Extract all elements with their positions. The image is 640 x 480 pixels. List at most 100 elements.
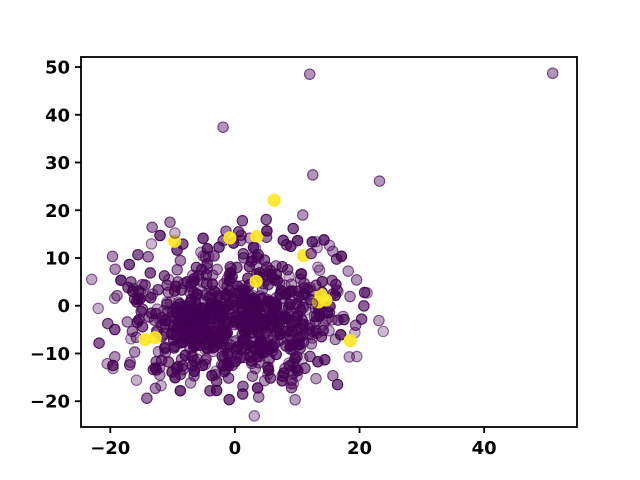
- scatter-point: [330, 278, 342, 291]
- scatter-point: [245, 255, 258, 268]
- scatter-point: [167, 234, 182, 248]
- scatter-point: [146, 221, 158, 233]
- scatter-point: [145, 238, 158, 250]
- scatter-point: [281, 287, 293, 300]
- y-tick-label: 30: [45, 153, 70, 174]
- scatter-point: [130, 374, 143, 386]
- scatter-point: [373, 175, 386, 187]
- scatter-point: [142, 251, 154, 263]
- scatter-point: [307, 169, 319, 181]
- scatter-point: [267, 193, 281, 207]
- scatter-point: [239, 299, 252, 312]
- scatter-point: [306, 297, 319, 310]
- scatter-point: [291, 310, 304, 322]
- scatter-point: [151, 303, 163, 315]
- x-axis: −20 0 20 40: [90, 427, 497, 459]
- scatter-point: [219, 305, 231, 317]
- y-tick-label: 20: [45, 201, 70, 222]
- scatter-point: [231, 287, 243, 300]
- scatter-point: [123, 258, 136, 271]
- scatter-point: [174, 384, 187, 397]
- scatter-point: [266, 345, 278, 358]
- scatter-point: [188, 365, 201, 378]
- x-tick-label: 20: [347, 438, 372, 459]
- scatter-point: [334, 329, 347, 341]
- y-tick-label: 50: [45, 58, 70, 79]
- scatter-point: [546, 67, 559, 79]
- scatter-point: [292, 338, 304, 351]
- scatter-point: [323, 324, 335, 337]
- scatter-point: [169, 227, 181, 239]
- scatter-point: [291, 234, 304, 247]
- scatter-point: [310, 372, 322, 385]
- series-main-cluster-overlay: [92, 222, 368, 404]
- scatter-point: [216, 338, 228, 350]
- scatter-point: [188, 339, 200, 352]
- scatter-point: [310, 235, 322, 248]
- scatter-point: [134, 293, 146, 305]
- scatter-point: [123, 359, 136, 371]
- scatter-point: [250, 229, 264, 244]
- scatter-point: [377, 325, 390, 338]
- series-highlight-points: [138, 193, 357, 348]
- scatter-point: [154, 229, 166, 242]
- scatter-point: [344, 290, 356, 303]
- scatter-point: [327, 245, 339, 258]
- scatter-point: [161, 279, 173, 291]
- scatter-point: [223, 275, 236, 287]
- scatter-point: [204, 318, 216, 330]
- scatter-point: [323, 239, 336, 252]
- scatter-point: [159, 314, 172, 327]
- scatter-point: [166, 366, 178, 378]
- scatter-point: [312, 261, 324, 273]
- scatter-point: [176, 360, 189, 372]
- scatter-point: [170, 301, 182, 314]
- scatter-point: [327, 369, 339, 382]
- scatter-point: [162, 356, 175, 368]
- x-tick-label: 0: [229, 438, 242, 459]
- scatter-point: [85, 273, 98, 286]
- scatter-point: [351, 350, 363, 363]
- scatter-point: [194, 315, 206, 327]
- scatter-point: [246, 370, 259, 382]
- scatter-point: [155, 379, 167, 392]
- scatter-point: [200, 302, 212, 314]
- scatter-point: [255, 292, 268, 305]
- scatter-point: [260, 213, 272, 226]
- scatter-point: [297, 209, 309, 221]
- series-detached-outliers: [217, 67, 559, 221]
- scatter-point: [237, 380, 249, 393]
- scatter-point: [121, 316, 134, 328]
- scatter-point: [211, 263, 223, 276]
- scatter-point: [246, 327, 258, 339]
- scatter-point: [136, 278, 149, 291]
- scatter-point: [248, 410, 261, 422]
- scatter-point: [236, 215, 249, 227]
- scatter-point: [107, 359, 119, 372]
- scatter-point: [254, 314, 267, 326]
- scatter-point: [223, 231, 237, 245]
- x-tick-label: −20: [90, 438, 130, 459]
- scatter-point: [208, 250, 220, 262]
- scatter-point: [189, 325, 201, 338]
- scatter-point: [126, 325, 139, 338]
- y-tick-label: 40: [45, 105, 70, 126]
- scatter-point: [358, 300, 370, 312]
- scatter-point: [310, 279, 322, 292]
- scatter-point: [148, 314, 161, 326]
- scatter-point: [171, 264, 183, 276]
- scatter-point: [93, 337, 105, 349]
- scatter-point: [148, 331, 162, 345]
- scatter-point: [358, 286, 371, 299]
- scatter-point: [181, 276, 193, 288]
- scatter-point: [135, 305, 147, 318]
- scatter-point: [261, 225, 273, 237]
- scatter-point: [221, 289, 234, 302]
- scatter-point: [200, 353, 212, 365]
- scatter-point: [274, 328, 286, 340]
- scatter-point: [146, 288, 159, 300]
- scatter-point: [176, 335, 188, 348]
- scatter-point: [184, 377, 197, 389]
- scatter-point: [149, 362, 162, 374]
